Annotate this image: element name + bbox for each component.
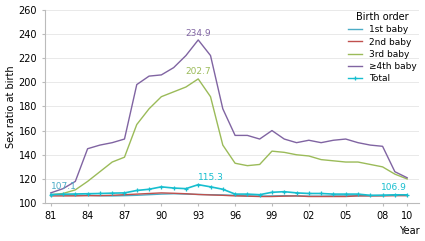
Legend: 1st baby, 2nd baby, 3rd baby, ≥4th baby, Total: 1st baby, 2nd baby, 3rd baby, ≥4th baby,… xyxy=(346,10,419,85)
Y-axis label: Sex ratio at birth: Sex ratio at birth xyxy=(6,65,16,148)
Text: 234.9: 234.9 xyxy=(185,28,211,38)
Text: 202.7: 202.7 xyxy=(185,67,211,76)
Text: 106.9: 106.9 xyxy=(381,183,407,192)
X-axis label: Year: Year xyxy=(399,226,419,236)
Text: 115.3: 115.3 xyxy=(198,173,224,182)
Text: 107.1: 107.1 xyxy=(51,182,76,191)
